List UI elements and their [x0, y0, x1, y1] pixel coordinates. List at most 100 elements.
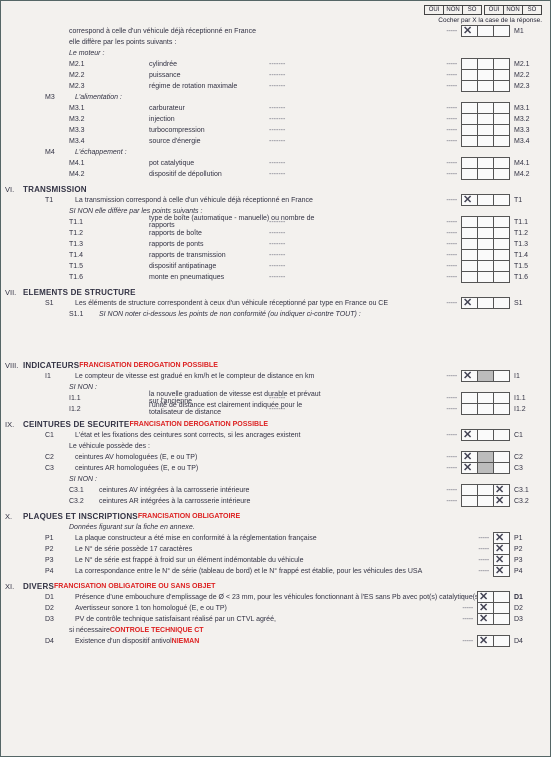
right-code: T1.3: [514, 241, 538, 248]
answer-box[interactable]: [493, 613, 510, 625]
answer-boxes[interactable]: ✕: [461, 25, 510, 37]
form-row: T1.2rapports de boîte------------T1.2: [9, 228, 542, 238]
answer-box[interactable]: [493, 25, 510, 37]
answer-box[interactable]: [477, 429, 494, 441]
leader-dashes: -----: [462, 594, 473, 601]
answer-box[interactable]: [493, 462, 510, 474]
form-row: D2Avertisseur sonore 1 ton homologué (E,…: [9, 603, 542, 613]
answer-box[interactable]: [461, 135, 478, 147]
check-mark: ✕: [479, 634, 488, 647]
answer-box[interactable]: ✕: [493, 495, 510, 507]
answer-box[interactable]: ✕: [461, 194, 478, 206]
item-text: L'état et les fixations des ceintures so…: [75, 432, 300, 439]
answer-box[interactable]: [493, 80, 510, 92]
answer-box[interactable]: ✕: [461, 429, 478, 441]
answer-box[interactable]: ✕: [493, 565, 510, 577]
form-row: C3.2ceintures AR intégrées à la carrosse…: [9, 496, 542, 506]
answer-boxes[interactable]: ✕: [461, 429, 510, 441]
leader-dashes: -------: [269, 105, 285, 112]
leader-dashes: -------: [269, 72, 285, 79]
section-heading-red: FRANCISATION OBLIGATOIRE OU SANS OBJET: [54, 583, 215, 590]
answer-box[interactable]: [477, 80, 494, 92]
answer-box[interactable]: [493, 429, 510, 441]
section-heading: DIVERS: [23, 582, 54, 591]
answer-boxes[interactable]: [461, 271, 510, 283]
right-code: C3: [514, 465, 538, 472]
answer-box[interactable]: [477, 271, 494, 283]
answer-box[interactable]: [493, 271, 510, 283]
item-code: C2: [45, 454, 75, 461]
leader-dashes: -----: [446, 72, 457, 79]
right-code: D4: [514, 638, 538, 645]
answer-box[interactable]: [461, 271, 478, 283]
answer-box[interactable]: [477, 297, 494, 309]
header-cell: OUI: [425, 6, 444, 14]
item-code: I1.1: [69, 395, 99, 402]
answer-boxes[interactable]: ✕: [461, 370, 510, 382]
item-text: Présence d'une embouchure d'emplissage d…: [75, 594, 481, 601]
right-code: M2.1: [514, 61, 538, 68]
item-code: T1.1: [69, 219, 99, 226]
answer-box[interactable]: ✕: [461, 297, 478, 309]
answer-box[interactable]: [477, 194, 494, 206]
item-text: Le N° de série est frappé à froid sur un…: [75, 557, 304, 564]
right-code: S1: [514, 300, 538, 307]
answer-boxes[interactable]: ✕: [461, 495, 510, 507]
answer-box[interactable]: [461, 495, 478, 507]
answer-box[interactable]: ✕: [477, 613, 494, 625]
item-code: C1: [45, 432, 75, 439]
answer-box[interactable]: [477, 495, 494, 507]
answer-box[interactable]: [477, 462, 494, 474]
form-row: M3.4source d'énergie------------M3.4: [9, 136, 542, 146]
answer-box[interactable]: ✕: [461, 462, 478, 474]
section-heading-red: FRANCISATION OBLIGATOIRE: [138, 513, 240, 520]
answer-box[interactable]: [477, 403, 494, 415]
answer-box[interactable]: [493, 135, 510, 147]
leader-dashes: -----: [446, 197, 457, 204]
right-code: M4.1: [514, 160, 538, 167]
form-row: D1Présence d'une embouchure d'emplissage…: [9, 592, 542, 602]
form-row: M2.2puissance------------M2.2: [9, 70, 542, 80]
answer-box[interactable]: ✕: [477, 635, 494, 647]
item-code: T1.3: [69, 241, 99, 248]
answer-box[interactable]: [493, 635, 510, 647]
answer-boxes[interactable]: ✕: [477, 635, 510, 647]
header-cell: SO: [463, 6, 481, 14]
answer-boxes[interactable]: ✕: [477, 613, 510, 625]
form-row: M4L'échappement :: [9, 147, 542, 157]
form-row: T1.5dispositif antipatinage------------T…: [9, 261, 542, 271]
answer-boxes[interactable]: ✕: [461, 462, 510, 474]
form-row: T1.1type de boîte (automatique - manuell…: [9, 217, 542, 227]
answer-box[interactable]: [477, 370, 494, 382]
answer-boxes[interactable]: [461, 403, 510, 415]
item-code: M2.2: [69, 72, 99, 79]
answer-box[interactable]: [461, 168, 478, 180]
answer-box[interactable]: [477, 168, 494, 180]
answer-boxes[interactable]: [461, 168, 510, 180]
answer-box[interactable]: ✕: [461, 25, 478, 37]
answer-boxes[interactable]: ✕: [461, 297, 510, 309]
answer-box[interactable]: [493, 168, 510, 180]
answer-box[interactable]: ✕: [461, 370, 478, 382]
section-roman: VII.: [5, 288, 21, 297]
answer-box[interactable]: [493, 403, 510, 415]
answer-boxes[interactable]: [461, 80, 510, 92]
answer-box[interactable]: [493, 297, 510, 309]
answer-box[interactable]: [461, 80, 478, 92]
answer-boxes[interactable]: [461, 135, 510, 147]
red-note: NIEMAN: [172, 638, 200, 645]
answer-box[interactable]: [461, 403, 478, 415]
form-row: si nécessaire CONTROLE TECHNIQUE CT: [9, 625, 542, 635]
answer-box[interactable]: [477, 135, 494, 147]
form-row: C3ceintures AR homologuées (E, e ou TP)-…: [9, 463, 542, 473]
leader-dashes: -----: [446, 83, 457, 90]
item-text: correspond à celle d'un véhicule déjà ré…: [69, 28, 256, 35]
answer-boxes[interactable]: ✕: [461, 194, 510, 206]
answer-box[interactable]: [493, 194, 510, 206]
item-text: L'alimentation :: [75, 94, 122, 101]
answer-boxes[interactable]: ✕: [493, 565, 510, 577]
item-mid-text: monte en pneumatiques: [149, 274, 224, 281]
answer-box[interactable]: [493, 370, 510, 382]
answer-box[interactable]: [477, 25, 494, 37]
item-text: Données figurant sur la fiche en annexe.: [69, 524, 195, 531]
